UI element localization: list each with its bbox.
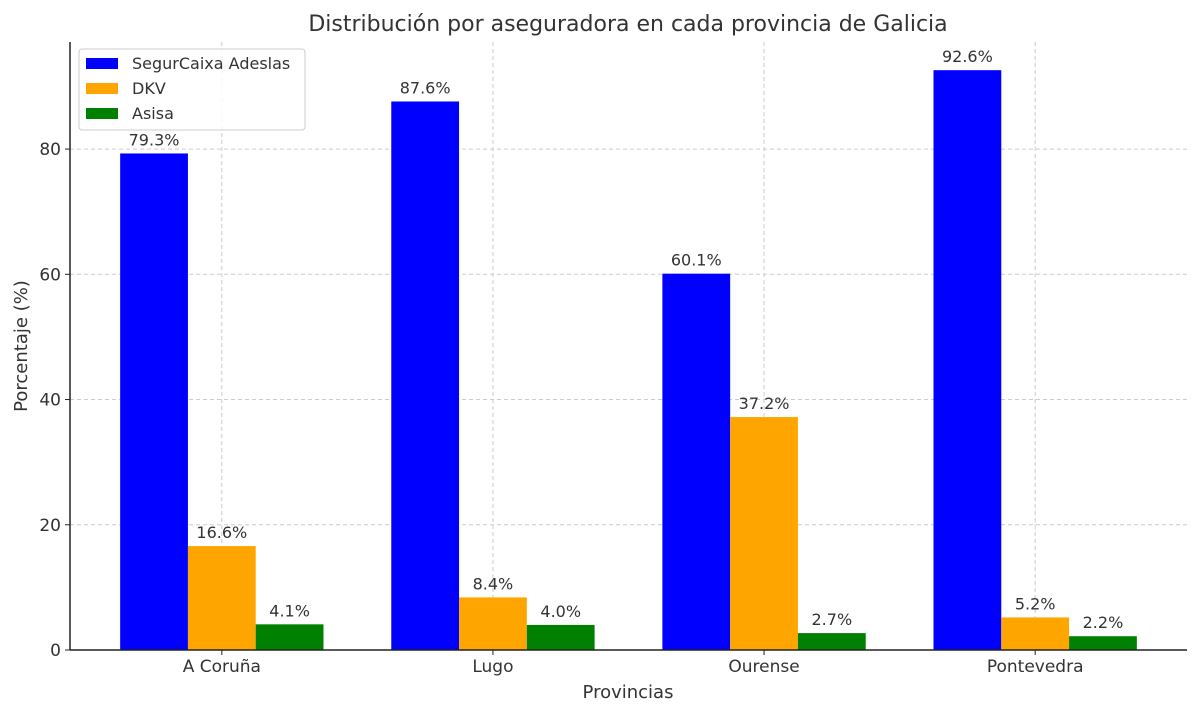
legend: SegurCaixa Adeslas DKV Asisa [78,48,306,131]
legend-swatch [86,83,118,94]
bar [255,624,324,650]
legend-swatch [86,58,118,69]
y-tick-label: 80 [39,140,61,160]
x-tick-label: Lugo [472,657,513,677]
data-label: 79.3% [129,130,180,149]
y-tick-label: 20 [39,516,61,536]
x-tick-label: Pontevedra [987,657,1084,677]
bar [1001,617,1070,650]
x-tick-label: A Coruña [183,657,261,677]
bar [187,546,256,650]
x-axis-label: Provincias [583,682,674,703]
data-label: 8.4% [473,574,514,593]
y-tick-label: 60 [39,265,61,285]
legend-label: SegurCaixa Adeslas [132,54,290,73]
legend-box [78,48,306,131]
bar [797,633,866,650]
data-label: 37.2% [739,394,790,413]
y-tick-label: 40 [39,391,61,411]
y-axis-label: Porcentaje (%) [11,280,32,412]
bar [933,70,1002,651]
legend-label: Asisa [132,104,174,123]
legend-label: DKV [132,79,166,98]
bar [526,624,595,650]
bar [730,417,798,650]
data-label: 5.2% [1015,594,1056,613]
bar [1069,636,1137,650]
data-label: 87.6% [400,78,451,97]
chart-title: Distribución por aseguradora en cada pro… [308,12,947,37]
data-label: 2.7% [812,610,853,629]
legend-swatch [86,108,118,119]
data-label: 16.6% [196,523,247,542]
data-label: 92.6% [942,47,993,66]
data-label: 4.0% [540,602,581,621]
x-tick-label: Ourense [728,657,799,677]
bar [459,597,527,650]
data-label: 60.1% [671,251,722,270]
bar [120,153,188,650]
data-label: 4.1% [269,601,310,620]
y-tick-label: 0 [50,641,61,661]
bar [391,101,460,651]
bar [662,273,731,650]
data-label: 2.2% [1083,613,1124,632]
